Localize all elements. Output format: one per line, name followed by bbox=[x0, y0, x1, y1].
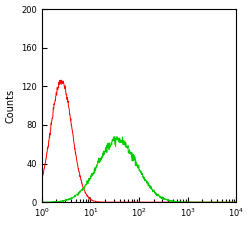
Y-axis label: Counts: Counts bbox=[6, 89, 16, 123]
